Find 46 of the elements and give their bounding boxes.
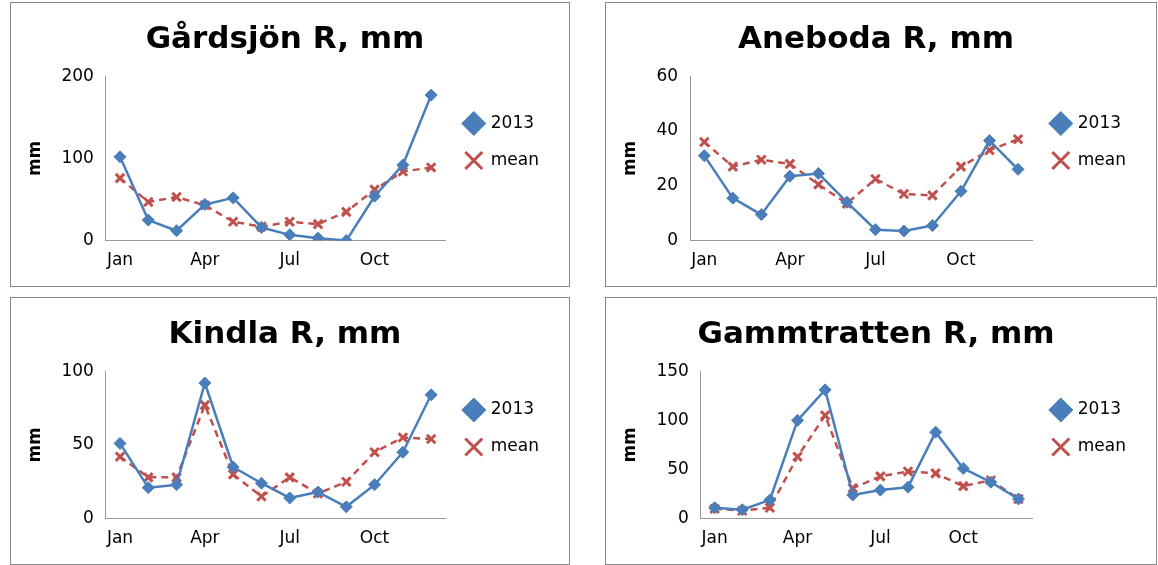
legend-label: 2013	[490, 111, 535, 132]
x-tick-label: Jul	[864, 249, 886, 270]
y-tick-label: 100	[61, 359, 94, 380]
y-tick-label: 0	[83, 229, 94, 250]
x-tick-label: Oct	[946, 249, 977, 270]
legend-label: mean	[490, 435, 540, 456]
legend-label: 2013	[1077, 398, 1122, 419]
chart-title: Kindla R, mm	[168, 313, 402, 350]
y-axis-title: mm	[618, 140, 639, 177]
legend-label: mean	[1077, 435, 1127, 456]
y-axis-title: mm	[23, 140, 44, 177]
legend-label: 2013	[490, 398, 535, 419]
x-tick-label: Jan	[105, 249, 134, 270]
chart-title: Gårdsjön R, mm	[145, 18, 425, 55]
x-tick-label: Jan	[690, 249, 718, 270]
legend-label: 2013	[1077, 111, 1122, 132]
x-tick-label: Oct	[948, 527, 979, 548]
y-tick-label: 20	[656, 174, 679, 195]
x-tick-label: Jan	[105, 527, 134, 548]
y-tick-label: 60	[656, 64, 679, 85]
y-tick-label: 50	[72, 433, 94, 454]
x-tick-label: Jul	[278, 249, 300, 270]
x-tick-label: Jul	[278, 527, 300, 548]
y-tick-label: 0	[83, 507, 94, 528]
y-tick-label: 200	[61, 64, 94, 85]
y-tick-label: 40	[656, 119, 679, 140]
y-tick-label: 100	[656, 408, 689, 429]
y-tick-label: 150	[656, 359, 689, 380]
legend-label: mean	[1077, 148, 1127, 169]
x-tick-label: Apr	[782, 527, 813, 548]
x-tick-label: Jul	[869, 527, 891, 548]
x-tick-label: Apr	[190, 249, 220, 270]
chart-title: Aneboda R, mm	[737, 18, 1015, 55]
y-axis-title: mm	[618, 427, 639, 463]
y-tick-label: 100	[61, 146, 94, 167]
legend-label: mean	[490, 148, 540, 169]
y-tick-label: 0	[667, 229, 679, 250]
y-axis-title: mm	[23, 427, 44, 463]
x-tick-label: Apr	[190, 527, 220, 548]
x-tick-label: Apr	[775, 249, 805, 270]
chart-title: Gammtratten R, mm	[697, 313, 1055, 350]
x-tick-label: Jan	[700, 527, 728, 548]
y-tick-label: 50	[667, 457, 689, 478]
y-tick-label: 0	[678, 507, 689, 528]
x-tick-label: Oct	[359, 527, 390, 548]
x-tick-label: Oct	[359, 249, 390, 270]
